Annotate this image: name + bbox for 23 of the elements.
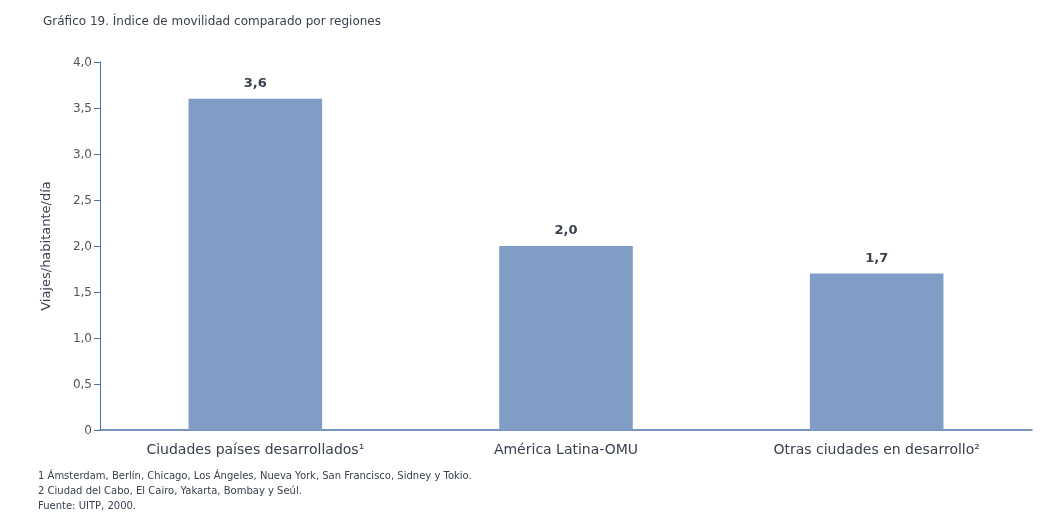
chart-title: Gráfico 19. Índice de movilidad comparado por regiones [43,13,381,28]
x-tick-label: América Latina-OMU [493,441,639,457]
y-tick-label: 0,5 [72,377,92,391]
y-tick-label: 4,0 [72,55,92,69]
x-tick-label: Ciudades países desarrollados¹ [146,441,365,457]
y-tick-label: 2,5 [72,193,92,207]
data-label: 1,7 [865,249,889,265]
x-tick-label: Otras ciudades en desarrollo² [773,441,980,457]
bar [809,273,944,430]
y-tick-label: 0 [84,423,92,437]
y-axis-title: Viajes/habitante/día [38,181,53,311]
y-tick-label: 1,5 [72,285,92,299]
data-label: 2,0 [554,222,578,237]
y-tick-label: 3,0 [72,147,92,161]
bar [499,246,633,430]
text: 2 Ciudad del Cabo, El Cairo, Yakarta, Bombay y Seúl. [38,484,302,496]
data-label: 3,6 [243,74,267,90]
y-tick-label: 2,0 [72,239,92,253]
y-tick-label: 3,5 [72,101,92,115]
text: 1 Ámsterdam, Berlín, Chicago, Los Ángeles, Nueva York, San Francisco, Sidney y Tokio. [38,468,472,481]
bar [188,98,323,430]
source-note: Fuente: UITP, 2000. [38,499,137,511]
y-tick-label: 1,0 [72,331,92,345]
